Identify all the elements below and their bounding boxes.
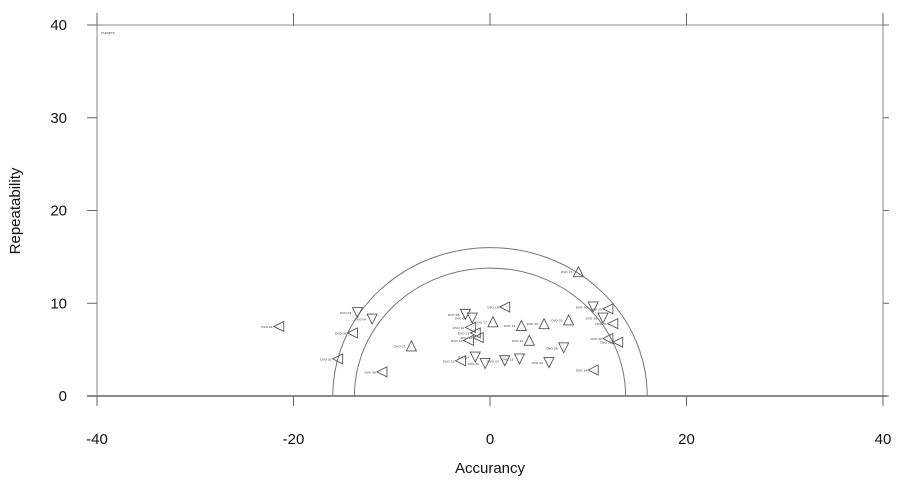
data-point-label: DVO 15 (443, 359, 454, 363)
data-point-label: DVO 08 (448, 313, 459, 317)
data-point-marker (611, 336, 624, 348)
data-point-label: DVO 10 (453, 326, 464, 330)
y-tick-label: 0 (59, 388, 67, 405)
data-point-marker (346, 327, 358, 339)
data-point-label: DVO 32 (591, 337, 602, 341)
data-point-label: DVO 05 (335, 331, 346, 335)
data-point-label: DVO 20 (527, 322, 538, 326)
data-point-label: DVO 09 (455, 317, 466, 321)
data-point-marker (366, 313, 378, 326)
data-point-label: DVO 27 (561, 270, 572, 274)
data-point-marker (469, 327, 481, 339)
data-point-label: DVO 31 (595, 322, 606, 326)
data-point-marker (331, 353, 344, 365)
data-point-label: DVO 12 (461, 336, 472, 340)
plot-frame (87, 24, 887, 397)
data-point-label: DVO 23 (487, 359, 498, 363)
data-point-marker (464, 321, 476, 334)
data-point-label: DVO 01 (261, 325, 272, 329)
data-point-label: DVO 06 (365, 370, 376, 374)
data-point-marker (587, 301, 599, 313)
data-point-marker (498, 301, 511, 313)
data-point-marker (587, 364, 599, 376)
data-point-label: DVO 13 (451, 339, 462, 343)
data-point-marker (405, 339, 418, 352)
data-point-marker (601, 303, 614, 315)
data-points: DVO 01 DVO 02 DVO 03 DVO 04 DVO 05 DVO 06 DVO … (261, 265, 624, 378)
x-tick-label: 20 (678, 431, 695, 448)
x-tick-label: 0 (486, 431, 494, 448)
reference-semicircle (353, 267, 627, 397)
plot-border (96, 24, 884, 397)
data-point-label: DVO 16 (468, 362, 479, 366)
x-tick-label: -40 (86, 431, 108, 448)
data-point-marker (562, 313, 575, 326)
x-axis-title: Accurancy (455, 460, 526, 477)
y-tick-label: 20 (50, 203, 67, 220)
data-point-label: DVO 17 (476, 320, 487, 324)
x-tick-label: 40 (875, 431, 892, 448)
y-axis-title: Repeatability (7, 167, 24, 254)
data-point-marker (472, 331, 484, 344)
data-point-label: DVO 11 (458, 331, 469, 335)
data-point-marker (513, 353, 526, 365)
data-point-marker (515, 319, 528, 331)
y-tick-label: 10 (50, 295, 67, 312)
reference-semicircle (332, 247, 648, 397)
data-point-label: DVO 30 (586, 317, 597, 321)
data-point-label: DVO 25 (551, 318, 562, 322)
data-point-marker (462, 334, 474, 347)
data-point-marker (606, 317, 619, 330)
data-point-label: DVO 18 (487, 305, 498, 309)
data-point-label: DVO 03 (340, 311, 351, 315)
data-point-label: DVO 26 (546, 346, 557, 350)
data-point-marker (543, 357, 555, 369)
data-point-marker (487, 315, 499, 328)
corner-note: TARGETS (100, 31, 115, 35)
data-point-label: DVO 29 (591, 307, 602, 311)
data-point-marker (466, 312, 479, 325)
y-tick-label: 30 (50, 110, 67, 127)
data-point-label: DVO 21 (512, 339, 523, 343)
data-point-label: DVO 19 (504, 324, 515, 328)
data-point-label: DVO 04 (355, 318, 366, 322)
data-point-marker (479, 358, 491, 370)
y-axis-ticks: 0 10 20 30 40 (50, 17, 889, 405)
data-point-label: DVO 14 (458, 356, 469, 360)
x-axis-ticks: -40 -20 0 20 40 (86, 13, 891, 448)
data-point-marker (572, 265, 585, 278)
data-point-label: DVO 24 (532, 361, 543, 365)
reference-semicircles (332, 247, 648, 397)
data-point-label: DVO 33 (600, 341, 611, 345)
data-point-marker (523, 334, 536, 346)
data-point-marker (272, 320, 285, 333)
data-point-label: DVO 02 (320, 357, 331, 361)
y-tick-label: 40 (50, 17, 67, 34)
data-point-marker (601, 332, 614, 345)
data-point-marker (499, 355, 511, 367)
data-point-marker (538, 317, 550, 330)
data-point-marker (375, 366, 388, 378)
data-point-marker (469, 351, 481, 364)
data-point-marker (351, 307, 364, 319)
x-tick-label: -20 (283, 431, 305, 448)
data-point-marker (597, 312, 609, 325)
data-point-label: DVO 34 (576, 369, 587, 373)
data-point-marker (557, 342, 570, 354)
data-point-label: DVO 07 (394, 344, 405, 348)
data-point-label: DVO 28 (576, 305, 587, 309)
data-point-marker (454, 355, 466, 367)
